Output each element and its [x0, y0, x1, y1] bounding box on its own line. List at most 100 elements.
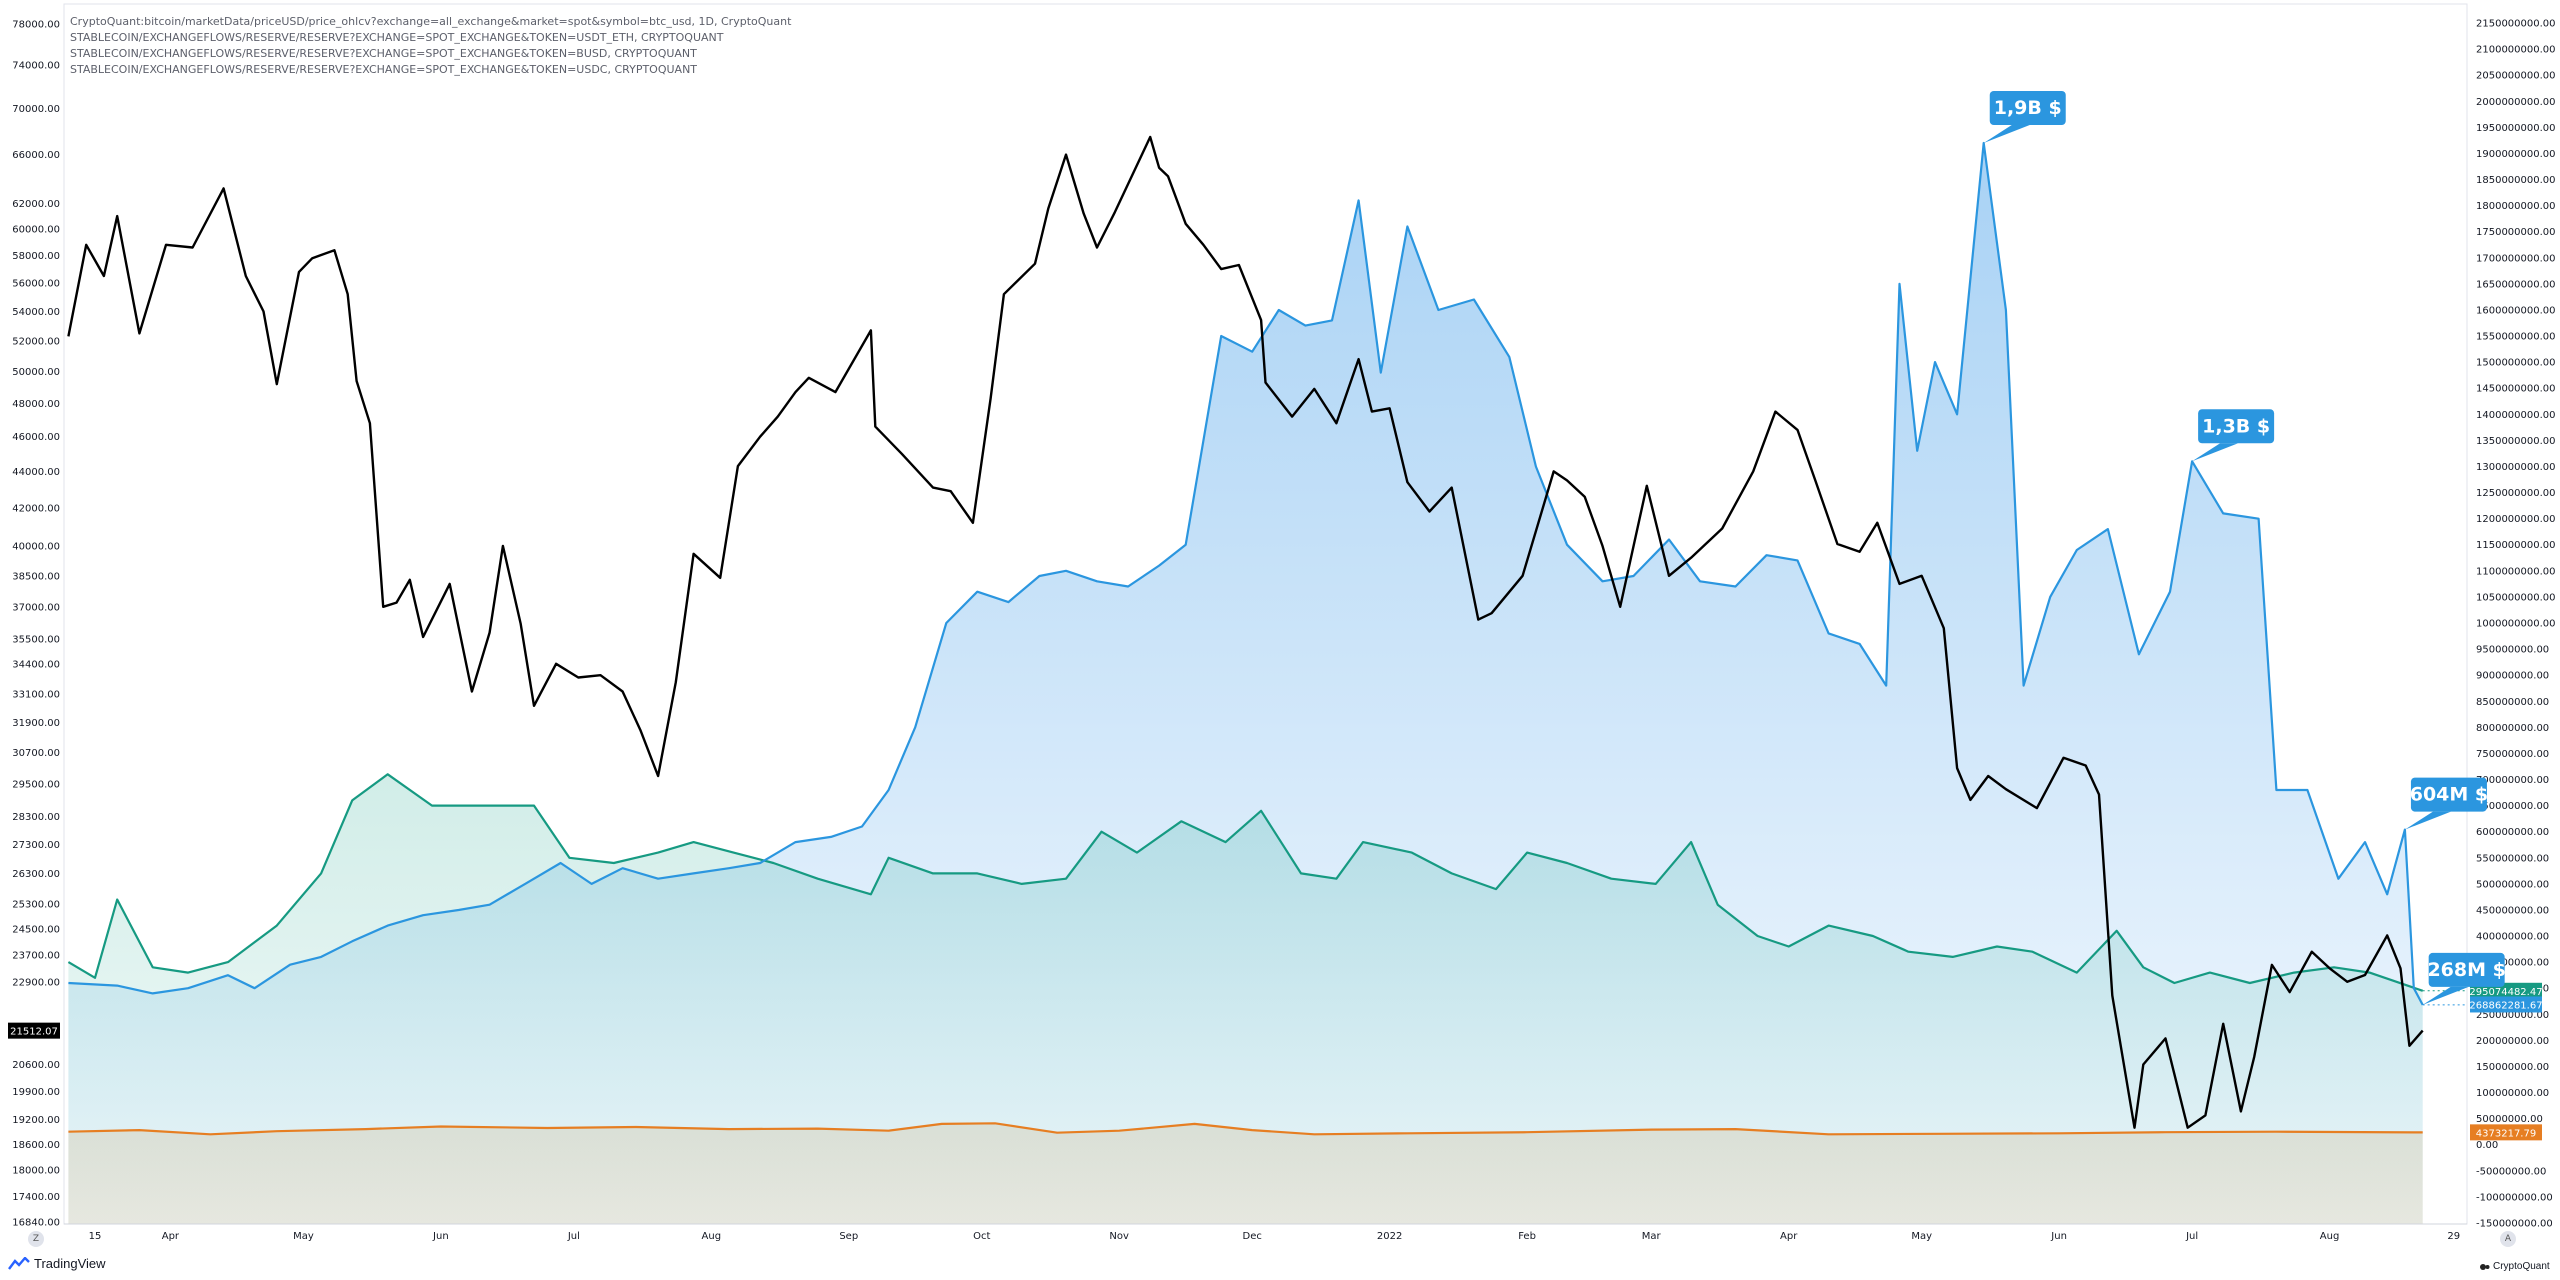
left-axis-tick-label: 19900.00	[12, 1087, 60, 1098]
right-axis-tick-label: 1100000000.00	[2476, 566, 2556, 577]
left-axis-tick-label: 42000.00	[12, 503, 60, 514]
right-axis-tick-label: 1450000000.00	[2476, 384, 2556, 395]
left-axis-tick-label: 35500.00	[12, 635, 60, 646]
right-axis-tick-label: 1050000000.00	[2476, 592, 2556, 603]
annotation-label: 604M $	[2410, 784, 2488, 806]
cryptoquant-logo: CryptoQuant	[2480, 1261, 2550, 1272]
x-axis-tick-label: May	[293, 1231, 314, 1242]
left-axis-tick-label: 56000.00	[12, 278, 60, 289]
x-axis-tick-label: Nov	[1109, 1231, 1129, 1242]
x-axis-tick-label: Mar	[1642, 1231, 1662, 1242]
left-axis-tick-label: 25300.00	[12, 899, 60, 910]
left-axis-tick-label: 44000.00	[12, 467, 60, 478]
right-axis-tick-label: 2050000000.00	[2476, 71, 2556, 82]
right-axis-tick-label: 1350000000.00	[2476, 436, 2556, 447]
left-axis-tick-label: 78000.00	[12, 20, 60, 31]
right-axis-tick-label: 100000000.00	[2476, 1088, 2549, 1099]
left-axis-tick-label: 22900.00	[12, 977, 60, 988]
left-axis-tick-label: 31900.00	[12, 718, 60, 729]
x-axis-tick-label: Aug	[2320, 1231, 2340, 1242]
series-line-0	[67, 135, 2424, 1129]
left-axis-tick-label: 70000.00	[12, 104, 60, 115]
right-axis-tick-label: 150000000.00	[2476, 1062, 2549, 1073]
right-axis-tick-label: 50000000.00	[2476, 1114, 2543, 1125]
left-axis-tick-label: 19200.00	[12, 1115, 60, 1126]
last-value-badge	[2470, 996, 2542, 1013]
right-axis-tick-label: 1900000000.00	[2476, 149, 2556, 160]
legend-line-busd: STABLECOIN/EXCHANGEFLOWS/RESERVE/RESERVE…	[70, 47, 697, 60]
right-axis-tick-label: -150000000.00	[2476, 1219, 2553, 1230]
x-axis-tick-label: 2022	[1377, 1231, 1402, 1242]
x-axis-tick-label: Apr	[1780, 1231, 1798, 1242]
right-axis-tick-label: 1550000000.00	[2476, 332, 2556, 343]
legend-line-usdc: STABLECOIN/EXCHANGEFLOWS/RESERVE/RESERVE…	[70, 63, 698, 76]
left-axis-tick-label: 58000.00	[12, 251, 60, 262]
annotation-box	[1989, 91, 2066, 125]
right-axis-tick-label: 0.00	[2476, 1140, 2498, 1151]
x-axis-tick-label: Dec	[1243, 1231, 1262, 1242]
right-axis-tick-label: 250000000.00	[2476, 1010, 2549, 1021]
cryptoquant-label: CryptoQuant	[2493, 1261, 2550, 1272]
left-axis-tick-label: 18600.00	[12, 1140, 60, 1151]
series-area-2	[68, 774, 2423, 1224]
right-axis-tick-label: 700000000.00	[2476, 775, 2549, 786]
left-axis-tick-label: 18000.00	[12, 1165, 60, 1176]
x-axis-tick-label: 29	[2447, 1231, 2460, 1242]
cryptoquant-logo-icon	[2480, 1263, 2490, 1270]
right-axis-tick-label: 1750000000.00	[2476, 227, 2556, 238]
right-axis-tick-label: 2150000000.00	[2476, 19, 2556, 30]
right-axis-tick-label: -100000000.00	[2476, 1192, 2553, 1203]
right-axis-tick-label: 1400000000.00	[2476, 410, 2556, 421]
right-axis-tick-label: 1500000000.00	[2476, 358, 2556, 369]
right-axis-tick-label: 850000000.00	[2476, 697, 2549, 708]
left-axis-tick-label: 20600.00	[12, 1060, 60, 1071]
annotation-label: 1,3B $	[2202, 415, 2270, 437]
x-axis-tick-label: May	[1911, 1231, 1932, 1242]
annotation-pointer	[2422, 986, 2469, 1005]
annotation-label: 1,9B $	[1994, 97, 2062, 119]
left-axis-tick-label: 66000.00	[12, 150, 60, 161]
left-axis-tick-label: 46000.00	[12, 432, 60, 443]
last-value-badge	[8, 1022, 60, 1039]
annotation-pointer	[2404, 811, 2451, 830]
right-axis-tick-label: 1850000000.00	[2476, 175, 2556, 186]
annotation-pointer	[2192, 443, 2239, 462]
annotation-label: 268M $	[2427, 959, 2505, 981]
auto-scale-button[interactable]: A	[2500, 1231, 2516, 1247]
x-axis-tick-label: Jul	[2185, 1231, 2198, 1242]
tradingview-label: TradingView	[34, 1256, 106, 1271]
annotation-pointer	[1983, 125, 2030, 143]
timezone-button[interactable]: Z	[28, 1231, 44, 1247]
last-value-text: 21512.07	[10, 1027, 58, 1038]
last-value-badge	[2470, 1124, 2542, 1141]
right-axis-tick-label: 450000000.00	[2476, 905, 2549, 916]
chart-legend: CryptoQuant:bitcoin/marketData/priceUSD/…	[70, 14, 791, 78]
right-axis-tick-label: 900000000.00	[2476, 671, 2549, 682]
right-axis-tick-label: 2100000000.00	[2476, 45, 2556, 56]
right-axis-tick-label: 550000000.00	[2476, 853, 2549, 864]
right-axis-tick-label: 1200000000.00	[2476, 514, 2556, 525]
left-axis-tick-label: 29500.00	[12, 779, 60, 790]
annotation-box	[2410, 777, 2487, 812]
tradingview-logo-icon	[8, 1256, 30, 1270]
left-axis-tick-label: 33100.00	[12, 689, 60, 700]
left-axis-tick-label: 48000.00	[12, 399, 60, 410]
annotation-box	[2198, 409, 2275, 444]
series-area-3	[68, 1123, 2423, 1224]
left-axis-tick-label: 54000.00	[12, 307, 60, 318]
series-line-2	[67, 773, 2424, 992]
last-value-text: 4373217.79	[2476, 1128, 2536, 1139]
left-axis-tick-label: 38500.00	[12, 571, 60, 582]
right-axis-tick-label: 1250000000.00	[2476, 488, 2556, 499]
right-axis-tick-label: 1300000000.00	[2476, 462, 2556, 473]
series-line-1	[68, 141, 2424, 1006]
last-value-text: 295074482.47	[2469, 987, 2542, 998]
last-value-text: 268862281.67	[2469, 1000, 2542, 1011]
left-axis-tick-label: 34400.00	[12, 659, 60, 670]
x-axis-tick-label: 15	[89, 1231, 102, 1242]
left-axis-tick-label: 50000.00	[12, 367, 60, 378]
x-axis-tick-label: Apr	[162, 1231, 180, 1242]
left-axis-tick-label: 17400.00	[12, 1192, 60, 1203]
right-axis-tick-label: 1000000000.00	[2476, 619, 2556, 630]
left-axis-tick-label: 62000.00	[12, 199, 60, 210]
